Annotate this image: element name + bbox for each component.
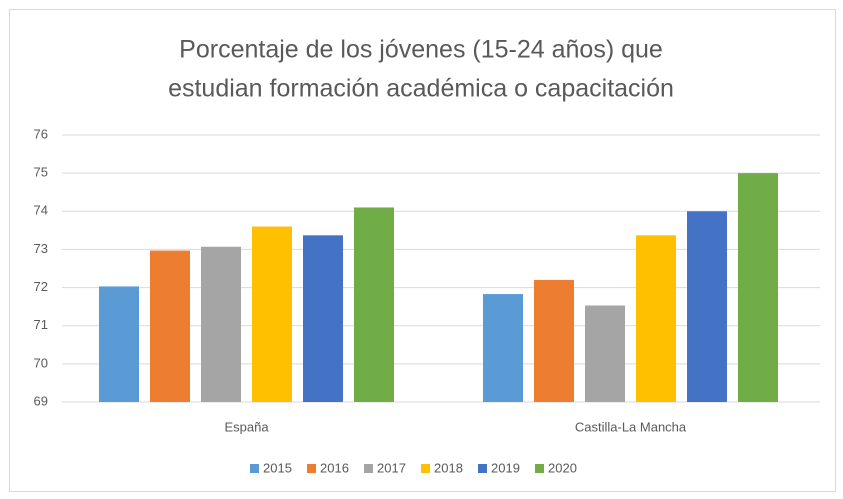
bar — [636, 235, 676, 402]
legend-label: 2016 — [320, 460, 349, 475]
bar — [201, 246, 241, 402]
legend-swatch — [364, 464, 373, 473]
y-tick-label: 70 — [34, 355, 48, 370]
y-tick-label: 76 — [34, 126, 48, 141]
legend-swatch — [478, 464, 487, 473]
x-tick-label: Castilla-La Mancha — [575, 419, 687, 434]
bar — [738, 173, 778, 402]
legend-swatch — [535, 464, 544, 473]
bar — [252, 226, 292, 402]
y-tick-label: 75 — [34, 165, 48, 180]
legend-label: 2018 — [434, 460, 463, 475]
bar — [534, 279, 574, 402]
x-tick-label: España — [224, 419, 269, 434]
legend-label: 2020 — [548, 460, 577, 475]
bar — [150, 250, 190, 402]
legend-swatch — [250, 464, 259, 473]
legend-swatch — [307, 464, 316, 473]
bar — [483, 294, 523, 402]
legend-label: 2015 — [263, 460, 292, 475]
y-tick-label: 74 — [34, 203, 48, 218]
legend-swatch — [421, 464, 430, 473]
bar — [687, 211, 727, 402]
chart-title: estudian formación académica o capacitac… — [168, 75, 674, 103]
y-tick-label: 72 — [34, 279, 48, 294]
y-tick-label: 73 — [34, 241, 48, 256]
legend-label: 2017 — [377, 460, 406, 475]
bar — [99, 286, 139, 402]
y-tick-label: 69 — [34, 393, 48, 408]
bar — [585, 305, 625, 402]
y-tick-label: 71 — [34, 317, 48, 332]
bar — [303, 235, 343, 402]
legend-label: 2019 — [491, 460, 520, 475]
bar — [354, 207, 394, 402]
chart-title: Porcentaje de los jóvenes (15-24 años) q… — [179, 36, 663, 64]
